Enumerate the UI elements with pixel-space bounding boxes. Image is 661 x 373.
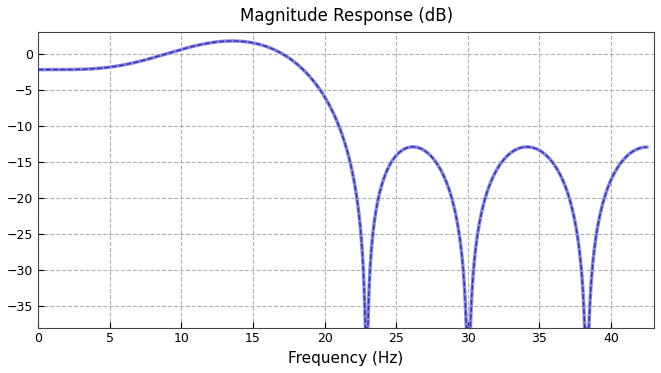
Title: Magnitude Response (dB): Magnitude Response (dB) (239, 7, 453, 25)
X-axis label: Frequency (Hz): Frequency (Hz) (288, 351, 404, 366)
